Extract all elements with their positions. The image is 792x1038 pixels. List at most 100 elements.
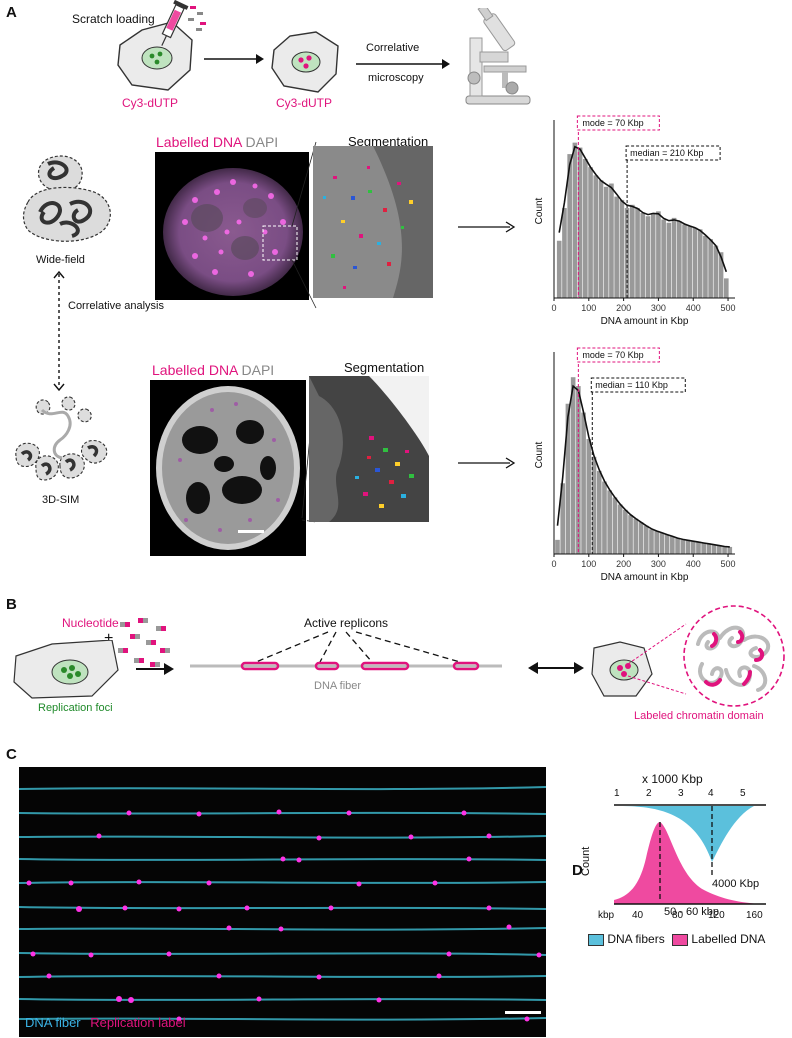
panel-d-count-label: Count: [580, 846, 592, 876]
panel-d-legend: DNA fibers Labelled DNA: [588, 932, 765, 946]
nucleotide-label: Nucleotide: [62, 616, 119, 630]
panel-label-b: B: [6, 596, 17, 613]
hist-bar: [654, 531, 659, 554]
wide-field-nucleus-image: [155, 152, 309, 300]
sim-segmentation-image: [309, 376, 429, 522]
histogram-3d-sim: 0 100 200 300 400 500 DNA amount in Kbp Count mo…: [534, 347, 736, 583]
hist-bar: [670, 536, 675, 554]
median-box: [625, 145, 721, 161]
hist-bar: [630, 204, 635, 298]
x-tick-label: 500: [721, 559, 736, 569]
replication-foci-cell: [13, 640, 119, 699]
correlative-microscopy-line1: Correlative: [366, 42, 420, 54]
hist-bar: [556, 240, 562, 298]
hist-bar: [598, 180, 604, 298]
dye-label-left: Cy3-dUTP: [122, 96, 179, 110]
hist-bar: [614, 196, 619, 298]
hist-bar: [612, 497, 618, 554]
hist-bar: [602, 481, 607, 554]
hist-bar: [638, 522, 644, 554]
hist-bar: [664, 534, 670, 554]
arrow-2: [356, 59, 450, 69]
hist-bar: [676, 221, 682, 298]
loaded-cell-illustration: [271, 31, 339, 93]
hist-bar: [690, 541, 696, 554]
arrow-b1: [136, 663, 174, 675]
wf-image-header: Labelled DNA DAPI: [156, 134, 278, 150]
x-tick-label: 200: [616, 303, 631, 313]
median-box: [590, 377, 686, 393]
median-annotation: median = 110 Kbp: [595, 380, 668, 390]
y-axis-label: Count: [534, 197, 545, 224]
hist-bar: [628, 515, 633, 554]
hist-bar: [643, 525, 649, 554]
plus-sign: +: [104, 630, 114, 647]
arrow-1: [204, 54, 264, 64]
hist-bar: [723, 278, 729, 298]
bottom-unit-label: kbp: [598, 910, 615, 921]
hist-bar: [718, 252, 724, 298]
sim-image-header: Labelled DNA DAPI: [152, 362, 274, 378]
x-tick-label: 300: [651, 559, 666, 569]
hist-bar: [666, 222, 672, 298]
top-tick-3: 3: [678, 788, 684, 799]
hist-bar: [633, 518, 639, 554]
hist-bar: [572, 142, 578, 298]
hist-bar: [645, 216, 651, 298]
hist-bar: [680, 539, 686, 554]
x-tick-label: 200: [616, 559, 631, 569]
hist-bar: [609, 183, 614, 298]
correlative-microscopy-line2: microscopy: [368, 72, 424, 84]
hist-bar: [706, 543, 712, 554]
label-4000-kbp: 4000 Kbp: [712, 878, 760, 890]
density-line: [556, 384, 730, 548]
dna-fiber-image: DNA fiber Replication label: [19, 767, 546, 1037]
fiber-image-legend: DNA fiber Replication label: [25, 1015, 186, 1030]
hist-bar: [581, 412, 586, 554]
median-annotation: median = 210 Kbp: [630, 148, 703, 158]
hist-bar: [727, 546, 733, 554]
hist-bar: [682, 224, 687, 298]
density-line: [558, 145, 728, 273]
dna-fiber-label: DNA fiber: [314, 680, 362, 692]
legend-labelled-swatch: [672, 933, 689, 946]
legend-labelled-label: Labelled DNA: [691, 932, 766, 946]
hist-bar: [588, 167, 593, 298]
dye-label-right: Cy3-dUTP: [276, 96, 333, 110]
sim-segmentation-label: Segmentation: [344, 360, 425, 375]
hist-bar: [696, 541, 701, 554]
hist-bar: [659, 532, 665, 554]
x-tick-label: 100: [581, 559, 596, 569]
labeled-chromatin-label: Labeled chromatin domain: [634, 710, 764, 722]
nucleotide-cluster: [118, 618, 170, 667]
hist-bar: [656, 211, 661, 298]
mode-box: [576, 115, 660, 131]
x-tick-label: 500: [721, 303, 736, 313]
hist-bar: [617, 504, 623, 554]
y-axis-label: Count: [534, 441, 545, 468]
hist-bar: [713, 245, 719, 298]
correlative-analysis-label: Correlative analysis: [68, 300, 164, 312]
sim-dapi-label: DAPI: [241, 362, 275, 378]
labeled-chromatin-illustration: [591, 605, 785, 707]
panel-label-a: A: [6, 4, 17, 21]
fiber-legend-dna: DNA fiber: [25, 1015, 81, 1030]
x-tick-label: 400: [686, 303, 701, 313]
wf-segmentation-label: Segmentation: [348, 134, 429, 149]
wf-zoom-lines: [291, 141, 317, 309]
hist-bar: [717, 545, 722, 554]
mode-annotation: mode = 70 Kbp: [582, 350, 643, 360]
hist-bar: [649, 529, 654, 554]
hist-bar: [596, 470, 602, 554]
hist-bar: [619, 199, 625, 298]
correlative-analysis-arrow: [53, 270, 65, 392]
sim-nucleus-image: [150, 380, 306, 556]
hist-bar: [583, 158, 588, 298]
panel-d-top-axis-title: x 1000 Kbp: [642, 772, 703, 786]
top-tick-5: 5: [740, 788, 746, 799]
wf-labelled-dna-label: Labelled DNA: [156, 134, 242, 150]
top-tick-4: 4: [708, 788, 714, 799]
replication-foci-label: Replication foci: [38, 702, 113, 714]
mode-box: [576, 347, 660, 363]
sim-labelled-dna-label: Labelled DNA: [152, 362, 238, 378]
